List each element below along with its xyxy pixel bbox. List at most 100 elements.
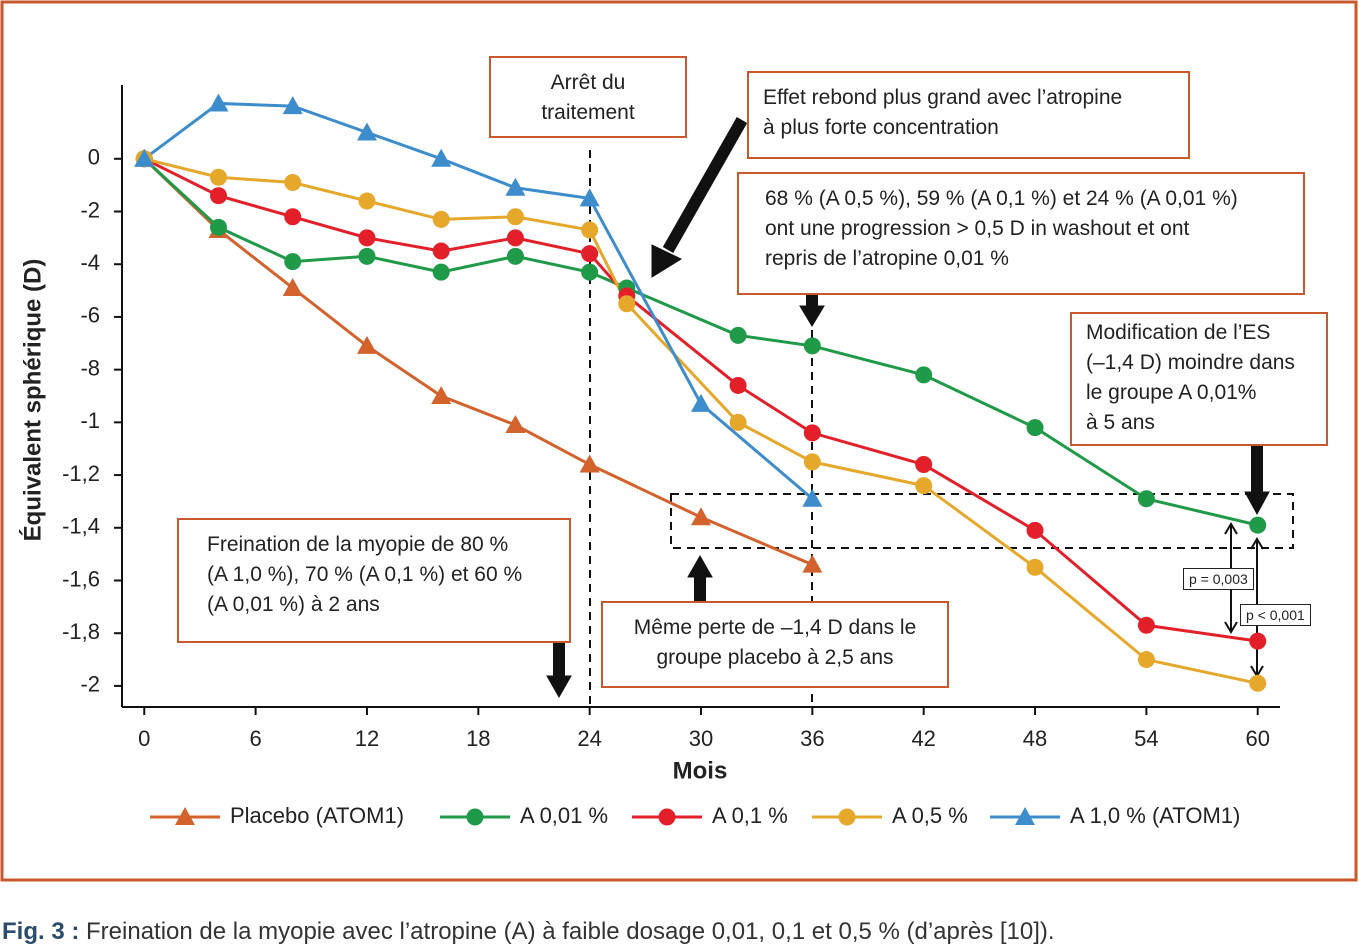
y-tick-label: -2 bbox=[80, 672, 100, 697]
marker bbox=[579, 454, 600, 473]
marker bbox=[581, 263, 599, 281]
p-value: p < 0,001 bbox=[1240, 604, 1311, 626]
x-tick-label: 6 bbox=[249, 726, 261, 751]
x-tick-label: 36 bbox=[800, 726, 824, 751]
annotation-line: groupe placebo à 2,5 ans bbox=[656, 646, 894, 669]
marker bbox=[915, 456, 933, 474]
marker bbox=[282, 96, 303, 115]
y-tick-label: -1,6 bbox=[62, 566, 100, 591]
legend-label: A 0,01 % bbox=[520, 803, 608, 828]
legend-marker bbox=[175, 807, 195, 825]
annotation-line: 68 % (A 0,5 %), 59 % (A 0,1 %) et 24 % (… bbox=[765, 187, 1238, 210]
marker bbox=[1137, 651, 1155, 669]
legend-label: A 0,1 % bbox=[712, 803, 788, 828]
marker bbox=[1026, 558, 1044, 576]
x-tick-label: 24 bbox=[577, 726, 601, 751]
annotation-line: Effet rebond plus grand avec l’atropine bbox=[763, 86, 1123, 109]
marker bbox=[915, 477, 933, 495]
annotation-line: repris de l’atropine 0,01 % bbox=[765, 247, 1009, 270]
marker bbox=[358, 229, 376, 247]
y-axis-label: Équivalent sphérique (D) bbox=[18, 259, 46, 542]
marker bbox=[581, 221, 599, 239]
series-line bbox=[143, 157, 1259, 685]
legend-marker bbox=[466, 808, 484, 826]
y-tick-label: 0 bbox=[88, 145, 100, 170]
y-tick-label: -6 bbox=[80, 303, 100, 328]
marker bbox=[210, 187, 227, 205]
marker bbox=[691, 393, 711, 412]
caption-text: Freination de la myopie avec l’atropine … bbox=[86, 918, 1055, 945]
marker bbox=[358, 192, 376, 210]
marker bbox=[432, 242, 450, 260]
x-tick-label: 0 bbox=[138, 726, 150, 751]
marker bbox=[431, 148, 452, 167]
x-tick-label: 42 bbox=[911, 726, 935, 751]
arrows bbox=[546, 117, 1270, 699]
marker bbox=[506, 208, 524, 226]
annotation: Même perte de –1,4 D dans le groupe place… bbox=[601, 601, 949, 688]
marker bbox=[729, 376, 747, 394]
marker bbox=[284, 253, 302, 271]
annotation-line: Freination de la myopie de 80 % bbox=[207, 533, 509, 556]
x-axis-label: Mois bbox=[673, 757, 728, 784]
legend-marker bbox=[658, 808, 676, 826]
marker bbox=[802, 554, 823, 573]
marker bbox=[1026, 419, 1044, 437]
x-tick-label: 48 bbox=[1023, 726, 1047, 751]
annotation: 68 % (A 0,5 %), 59 % (A 0,1 %) et 24 % (… bbox=[737, 172, 1305, 295]
y-tick-label: -4 bbox=[80, 250, 100, 275]
legend-marker bbox=[838, 808, 856, 826]
annotation-line: à plus forte concentration bbox=[763, 116, 999, 139]
marker bbox=[432, 210, 450, 228]
series-line bbox=[143, 157, 813, 567]
marker bbox=[134, 148, 155, 167]
legend-label: A 1,0 % (ATOM1) bbox=[1070, 803, 1240, 828]
marker bbox=[803, 453, 821, 471]
caption: Fig. 3 : Freination de la myopie avec l’… bbox=[2, 918, 1055, 946]
marker bbox=[506, 229, 524, 247]
annotation-line: le groupe A 0,01% bbox=[1086, 381, 1257, 404]
marker bbox=[803, 337, 821, 355]
annotation: Effet rebond plus grand avec l’atropine à… bbox=[747, 71, 1190, 159]
y-tick-label: -1,2 bbox=[62, 461, 100, 486]
annotation: Modification de l’ES (–1,4 D) moindre dan… bbox=[1070, 312, 1328, 446]
marker bbox=[802, 488, 823, 507]
marker bbox=[210, 218, 227, 236]
legend-marker bbox=[1015, 807, 1035, 825]
annotation: Freination de la myopie de 80 % (A 1,0 %)… bbox=[177, 518, 571, 643]
marker bbox=[1249, 674, 1267, 692]
marker bbox=[505, 177, 526, 196]
marker bbox=[729, 326, 747, 344]
marker bbox=[284, 174, 302, 192]
marker bbox=[1026, 521, 1044, 539]
annotation-line: (A 0,01 %) à 2 ans bbox=[207, 593, 380, 616]
marker bbox=[356, 335, 377, 354]
marker bbox=[431, 386, 452, 404]
annotation-line: traitement bbox=[541, 101, 635, 124]
x-tick-label: 60 bbox=[1245, 726, 1269, 751]
marker bbox=[506, 247, 524, 265]
marker bbox=[282, 277, 303, 296]
marker bbox=[284, 208, 302, 226]
marker bbox=[618, 295, 636, 313]
marker bbox=[1249, 632, 1267, 650]
frame bbox=[0, 0, 1358, 882]
x-tick-label: 30 bbox=[689, 726, 713, 751]
marker bbox=[1137, 616, 1155, 634]
annotation-line: à 5 ans bbox=[1086, 411, 1155, 434]
marker bbox=[1137, 490, 1155, 508]
marker bbox=[729, 413, 747, 431]
annotation-line: Modification de l’ES bbox=[1086, 321, 1271, 344]
annotation-line: ont une progression > 0,5 D in washout e… bbox=[765, 217, 1190, 240]
marker bbox=[208, 93, 229, 112]
annotation-line: Même perte de –1,4 D dans le bbox=[633, 616, 917, 639]
legend-label: Placebo (ATOM1) bbox=[230, 803, 404, 828]
y-tick-label: -1 bbox=[80, 408, 100, 433]
marker bbox=[505, 414, 526, 433]
p-value: p = 0,003 bbox=[1183, 568, 1254, 590]
marker bbox=[691, 507, 711, 526]
x-tick-label: 12 bbox=[355, 726, 379, 751]
y-tick-label: -1,4 bbox=[62, 514, 100, 539]
